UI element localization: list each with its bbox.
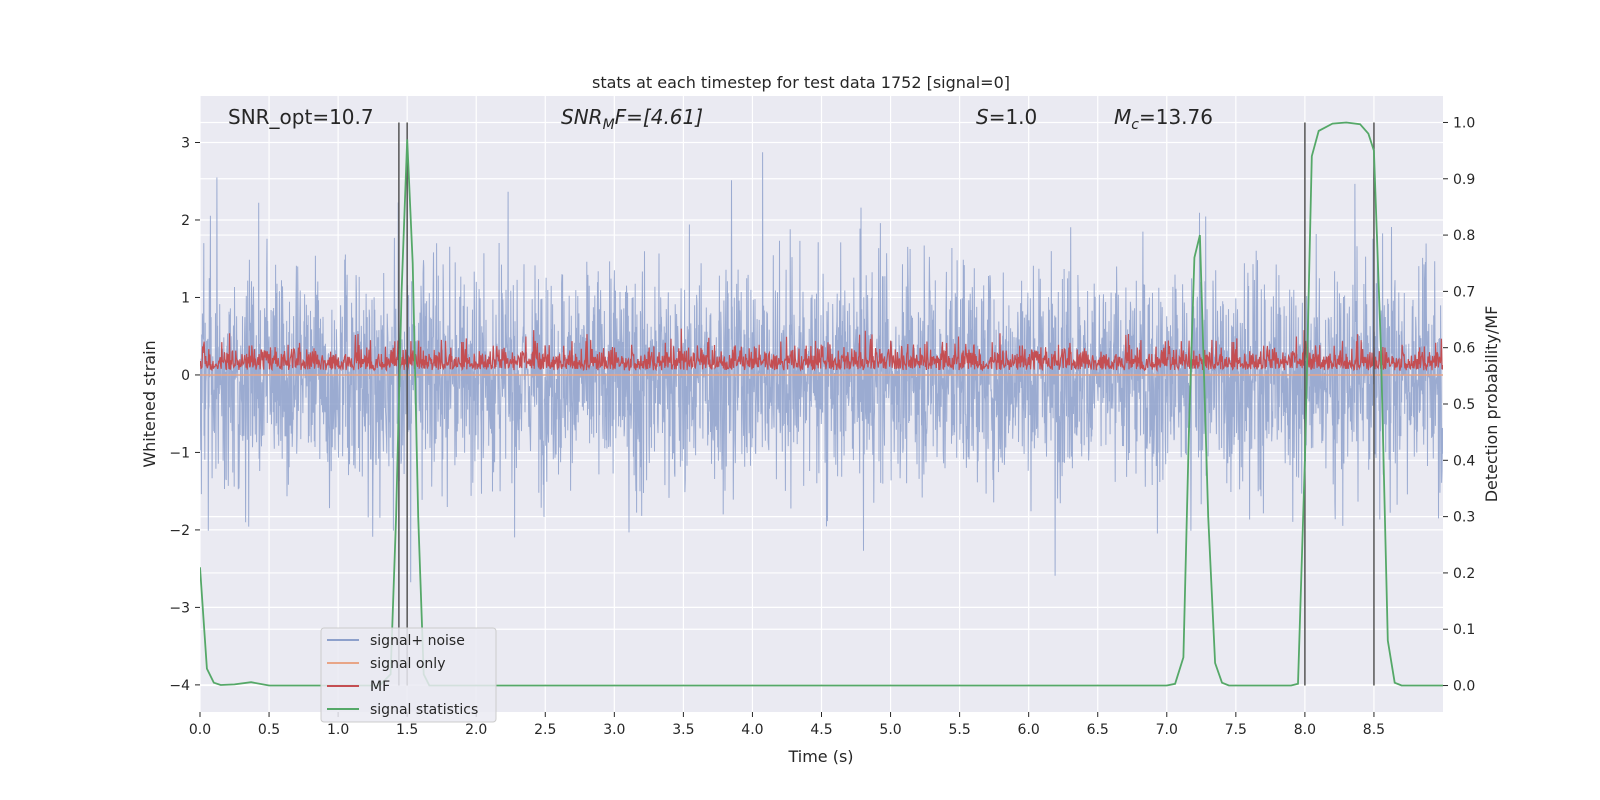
x-axis-label: Time (s) [787,747,853,766]
y-tick-label-left: 2 [181,213,190,229]
x-tick-label: 2.0 [465,722,487,738]
x-tick-label: 8.0 [1294,722,1316,738]
x-tick-label: 3.0 [603,722,625,738]
y-tick-labels-right: 1.0 0.9 0.8 0.7 0.6 0.5 0.4 0.3 0.2 0.1 0.0 [1443,115,1475,695]
chart-title: stats at each timestep for test data 175… [592,73,1010,92]
x-tick-label: 4.5 [810,722,832,738]
y-tick-label-left: −3 [169,600,190,616]
y-tick-label-right: 1.0 [1453,115,1475,131]
y-tick-label-left: −1 [169,445,190,461]
x-tick-label: 7.5 [1225,722,1247,738]
y-tick-label-right: 0.4 [1453,453,1475,469]
y-tick-label-left: 1 [181,290,190,306]
annotation-snr-mf: SNRMF=[4.61] [561,105,703,133]
x-tick-label: 6.0 [1018,722,1040,738]
y-tick-label-left: −2 [169,523,190,539]
y-tick-label-right: 0.5 [1453,397,1475,413]
legend: signal+ noise signal only MF signal stat… [320,627,497,723]
annotation-snr-opt: SNR_opt=10.7 [228,105,374,129]
y-tick-label-right: 0.0 [1453,679,1475,695]
x-tick-label: 5.5 [948,722,970,738]
x-tick-label: 1.5 [396,722,418,738]
y-tick-label-left: 3 [181,135,190,151]
x-tick-label: 5.0 [879,722,901,738]
y-tick-label-right: 0.7 [1453,284,1475,300]
y-tick-label-left: 0 [181,368,190,384]
y-axis-label-left: Whitened strain [140,340,159,467]
y-axis-label-right: Detection probability/MF [1482,306,1501,503]
y-tick-label-right: 0.2 [1453,566,1475,582]
x-tick-label: 6.5 [1087,722,1109,738]
x-tick-label: 7.0 [1156,722,1178,738]
x-tick-label: 8.5 [1363,722,1385,738]
y-tick-labels-left: 3 2 1 0 −1 −2 −3 −4 [169,135,200,694]
legend-label-mf: MF [370,679,390,695]
x-tick-label: 4.0 [741,722,763,738]
x-tick-label: 3.5 [672,722,694,738]
annotation-s: S=1.0 [976,105,1037,129]
annotation-mc: Mc=13.76 [1114,105,1213,133]
y-tick-label-right: 0.1 [1453,622,1475,638]
x-tick-label: 2.5 [534,722,556,738]
x-tick-labels: 0.0 0.5 1.0 1.5 2.0 2.5 3.0 3.5 4.0 4.5 5.0 5.5 6.0 6… [189,712,1385,738]
y-tick-label-left: −4 [169,678,190,694]
y-tick-label-right: 0.8 [1453,228,1475,244]
x-tick-label: 0.0 [189,722,211,738]
x-tick-label: 1.0 [327,722,349,738]
legend-label-signal-only: signal only [370,656,445,672]
y-tick-label-right: 0.3 [1453,510,1475,526]
x-tick-label: 0.5 [258,722,280,738]
legend-label-signal-statistics: signal statistics [370,702,478,718]
legend-label-signal-noise: signal+ noise [370,633,465,649]
y-tick-label-right: 0.6 [1453,341,1475,357]
y-tick-label-right: 0.9 [1453,172,1475,188]
